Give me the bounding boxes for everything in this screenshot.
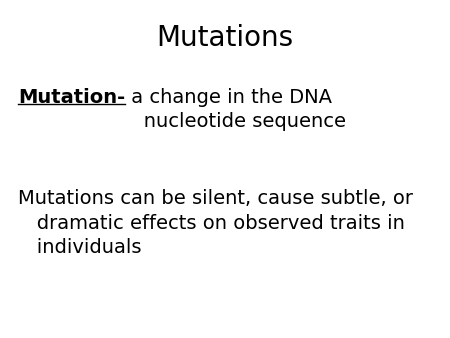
Text: Mutations can be silent, cause subtle, or
   dramatic effects on observed traits: Mutations can be silent, cause subtle, o… [18,189,413,257]
Text: Mutation-: Mutation- [18,88,125,107]
Text: Mutations: Mutations [157,24,293,52]
Text: a change in the DNA
   nucleotide sequence: a change in the DNA nucleotide sequence [125,88,346,131]
